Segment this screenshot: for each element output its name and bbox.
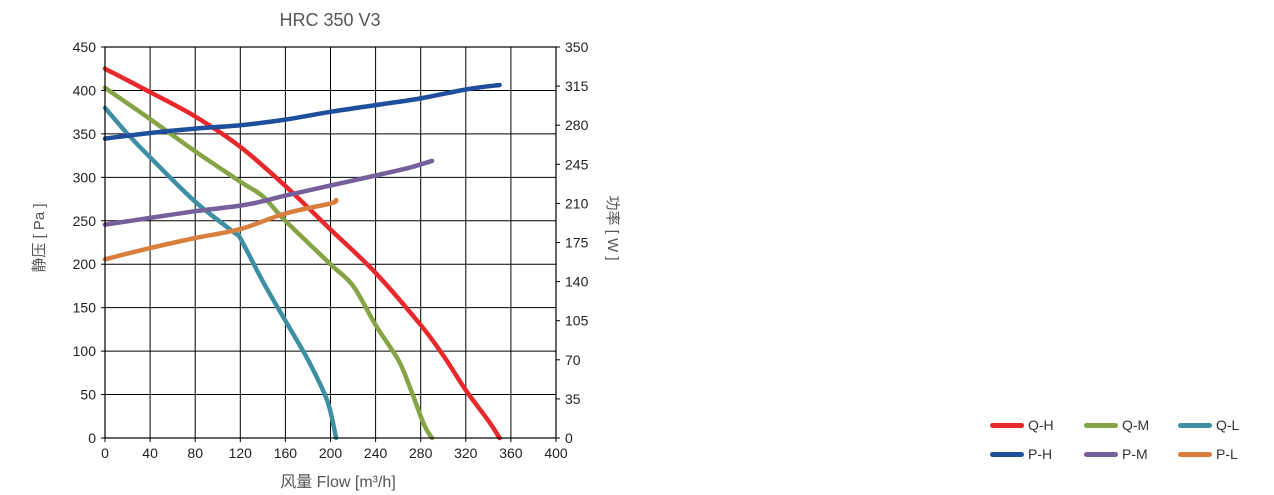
x-tick-label: 240 xyxy=(364,445,388,461)
y-tick-label: 300 xyxy=(73,169,97,185)
y2-tick-label: 350 xyxy=(565,39,589,55)
legend-item-q-m: Q-M xyxy=(1084,416,1149,434)
y2-tick-label: 210 xyxy=(565,195,589,211)
curves xyxy=(102,66,502,441)
y-tick-label: 100 xyxy=(73,343,97,359)
y-tick-label: 250 xyxy=(73,213,97,229)
y-axis-label: 静压 [ Pa ] xyxy=(31,203,48,272)
y-tick-label: 0 xyxy=(88,430,96,446)
series-line-p-h xyxy=(102,82,502,141)
y2-tick-label: 140 xyxy=(565,274,589,290)
legend-item-q-l: Q-L xyxy=(1178,416,1239,434)
legend-swatch xyxy=(1084,451,1118,457)
y2-tick-label: 0 xyxy=(565,430,573,446)
y2-tick-label: 280 xyxy=(565,117,589,133)
legend-label: Q-M xyxy=(1122,417,1150,433)
x-tick-label: 400 xyxy=(544,445,568,461)
x-tick-label: 120 xyxy=(229,445,253,461)
legend-item-q-h: Q-H xyxy=(990,416,1054,434)
legend-swatch xyxy=(990,451,1024,457)
x-tick-label: 40 xyxy=(142,445,158,461)
legend-label: Q-L xyxy=(1216,417,1240,433)
x-tick-label: 0 xyxy=(101,445,109,461)
x-tick-label: 200 xyxy=(319,445,343,461)
series-line-p-m xyxy=(102,158,435,227)
series-line-p-l xyxy=(102,197,339,262)
y-tick-label: 350 xyxy=(73,126,97,142)
series-line-q-l xyxy=(102,105,339,441)
x-tick-label: 280 xyxy=(409,445,433,461)
legend-swatch xyxy=(1178,451,1212,457)
y-tick-label: 200 xyxy=(73,256,97,272)
legend-label: P-H xyxy=(1028,446,1053,462)
series-line-q-m xyxy=(102,85,435,441)
y2-tick-label: 175 xyxy=(565,235,589,251)
legend-swatch xyxy=(1084,422,1118,428)
x-tick-label: 320 xyxy=(454,445,478,461)
chart-svg: 0 40 80 120 160 200 240 280 320 360 40005010015020… xyxy=(31,10,620,491)
x-tick-label: 80 xyxy=(187,445,203,461)
y-tick-label: 150 xyxy=(73,300,97,316)
x-tick-label: 360 xyxy=(499,445,523,461)
x-axis-label: 风量 Flow [m³/h] xyxy=(280,474,396,491)
y-tick-label: 50 xyxy=(80,387,96,403)
y-tick-label: 450 xyxy=(73,39,97,55)
chart-title: HRC 350 V3 xyxy=(279,10,380,30)
legend-label: P-L xyxy=(1216,446,1238,462)
y2-tick-label: 315 xyxy=(565,78,589,94)
legend-label: Q-H xyxy=(1028,417,1054,433)
y2-tick-label: 70 xyxy=(565,352,581,368)
legend-label: P-M xyxy=(1122,446,1148,462)
legend-swatch xyxy=(1178,422,1212,428)
y2-tick-label: 35 xyxy=(565,391,581,407)
y2-tick-label: 105 xyxy=(565,313,589,329)
x-tick-label: 160 xyxy=(274,445,298,461)
series-line-q-h xyxy=(102,66,502,441)
legend-swatch xyxy=(990,422,1024,428)
y2-axis-label: 功率 [ W ] xyxy=(604,196,620,261)
legend-item-p-l: P-L xyxy=(1178,445,1238,463)
legend-item-p-m: P-M xyxy=(1084,445,1148,463)
y-tick-label: 400 xyxy=(73,82,97,98)
y2-tick-label: 245 xyxy=(565,156,589,172)
ticks: 0 40 80 120 160 200 240 280 320 360 40005010015020… xyxy=(73,39,589,461)
legend-item-p-h: P-H xyxy=(990,445,1052,463)
chart: 0 40 80 120 160 200 240 280 320 360 400 0 50 100 150 20… xyxy=(0,0,620,495)
